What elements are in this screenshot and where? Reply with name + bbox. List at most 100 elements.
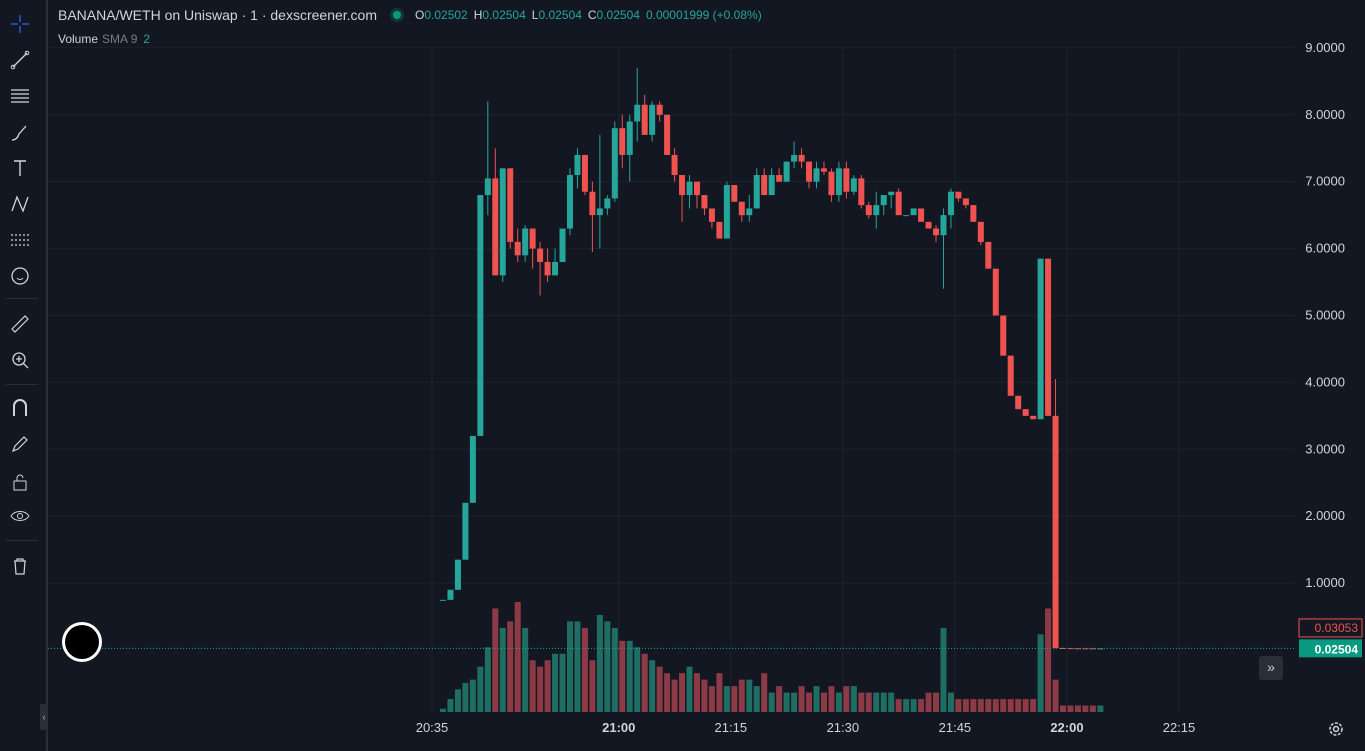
- candle-body: [664, 114, 671, 155]
- brush-tool[interactable]: [4, 116, 36, 148]
- candle-body: [903, 215, 910, 217]
- volume-bar: [903, 699, 910, 712]
- ruler-icon: [11, 315, 29, 333]
- candle-body: [962, 198, 969, 206]
- candle-body: [865, 205, 872, 216]
- x-axis-tick-label: 21:45: [939, 720, 972, 735]
- candle-body: [1015, 395, 1022, 410]
- candle-body: [768, 175, 775, 196]
- volume-bar: [626, 640, 633, 712]
- candle-body: [477, 195, 484, 436]
- candle-body: [537, 248, 544, 262]
- volume-bar: [806, 692, 813, 712]
- volume-bar: [918, 699, 925, 712]
- zoom-in-icon: [12, 352, 29, 369]
- candle-body: [933, 228, 940, 236]
- candle-body: [544, 261, 551, 276]
- symbol-title[interactable]: BANANA/WETH on Uniswap · 1 · dexscreener…: [58, 7, 377, 23]
- prev-price-label: 0.03053: [1315, 621, 1359, 635]
- volume-bar: [522, 627, 529, 712]
- candle-body: [813, 168, 820, 182]
- dexscreener-logo[interactable]: [62, 622, 102, 662]
- candle-body: [507, 168, 514, 242]
- y-axis-tick-label: 6.0000: [1305, 241, 1345, 256]
- brush-icon: [11, 125, 27, 141]
- last-price-label: 0.02504: [1315, 642, 1359, 656]
- candle-body: [1045, 258, 1052, 416]
- text-tool[interactable]: [4, 152, 36, 184]
- volume-bar: [469, 679, 476, 712]
- candle-body: [484, 178, 491, 196]
- volume-bar: [447, 699, 454, 712]
- candle-body: [746, 208, 753, 216]
- candle-body: [589, 191, 596, 216]
- volume-bar: [947, 692, 954, 712]
- y-axis-tick-label: 9.0000: [1305, 40, 1345, 55]
- zoom-in-tool[interactable]: [4, 344, 36, 376]
- candle-body: [918, 208, 925, 222]
- crosshair-icon: [11, 15, 29, 33]
- horizontal-lines-tool[interactable]: [4, 80, 36, 112]
- volume-bar: [619, 640, 626, 712]
- candle-body: [1052, 415, 1059, 648]
- x-axis-tick-label: 21:30: [827, 720, 860, 735]
- scroll-to-realtime-button[interactable]: »: [1259, 656, 1283, 680]
- pencil-lock-tool[interactable]: [4, 428, 36, 460]
- pattern-tool[interactable]: [4, 188, 36, 220]
- eye-tool[interactable]: [4, 500, 36, 532]
- candle-body: [596, 208, 603, 216]
- x-axis-tick-label: 22:15: [1163, 720, 1196, 735]
- volume-bar: [589, 660, 596, 712]
- candle-body: [619, 128, 626, 155]
- lock-tool[interactable]: [4, 466, 36, 498]
- candle-body: [1030, 415, 1037, 420]
- trend-line-tool[interactable]: [4, 44, 36, 76]
- forecast-tool[interactable]: [4, 224, 36, 256]
- volume-bar: [992, 699, 999, 712]
- volume-bar: [835, 692, 842, 712]
- prev-price-box: [1298, 618, 1363, 638]
- low-label: L: [531, 8, 539, 22]
- volume-bar: [731, 686, 738, 712]
- toolbar-separator: [6, 540, 38, 541]
- volume-bar: [484, 647, 491, 712]
- candle-body: [649, 104, 656, 135]
- volume-bar: [537, 666, 544, 712]
- candle-body: [843, 168, 850, 192]
- emoji-tool[interactable]: [4, 260, 36, 292]
- volume-bar: [1052, 679, 1059, 712]
- volume-bar: [649, 660, 656, 712]
- candle-body: [469, 435, 476, 503]
- candle-body: [566, 175, 573, 229]
- candle-body: [955, 191, 962, 199]
- y-axis-tick-label: 1.0000: [1305, 575, 1345, 590]
- candle-body: [776, 175, 783, 182]
- chart-area[interactable]: 9.0000 8.0000 7.0000 6.0000 5.0000 4.0000 3.00…: [48, 0, 1365, 751]
- volume-bar: [1082, 705, 1089, 712]
- candle-body: [888, 191, 895, 196]
- candle-body: [723, 185, 730, 239]
- volume-bar: [1074, 705, 1081, 712]
- settings-gear-icon[interactable]: [1326, 719, 1346, 739]
- trash-tool[interactable]: [4, 550, 36, 582]
- volume-bar: [820, 692, 827, 712]
- candle-body: [985, 241, 992, 269]
- ruler-tool[interactable]: [4, 308, 36, 340]
- price-chart[interactable]: 9.0000 8.0000 7.0000 6.0000 5.0000 4.0000 3.00…: [48, 0, 1365, 751]
- collapse-toolbar-button[interactable]: ‹: [40, 704, 48, 730]
- volume-bar: [925, 692, 932, 712]
- volume-bar: [477, 666, 484, 712]
- candle-body: [581, 154, 588, 192]
- candle-body: [820, 168, 827, 172]
- volume-legend[interactable]: Volume SMA 9 2: [58, 32, 150, 46]
- volume-bar: [738, 679, 745, 712]
- magnet-tool[interactable]: [4, 392, 36, 424]
- volume-bar: [529, 660, 536, 712]
- candle-body: [641, 104, 648, 135]
- volume-bar: [970, 699, 977, 712]
- candle-body: [522, 228, 529, 256]
- candle-body: [1060, 647, 1067, 649]
- horizontal-lines-icon: [11, 89, 29, 103]
- volume-bar: [1097, 705, 1104, 712]
- crosshair-tool[interactable]: [4, 8, 36, 40]
